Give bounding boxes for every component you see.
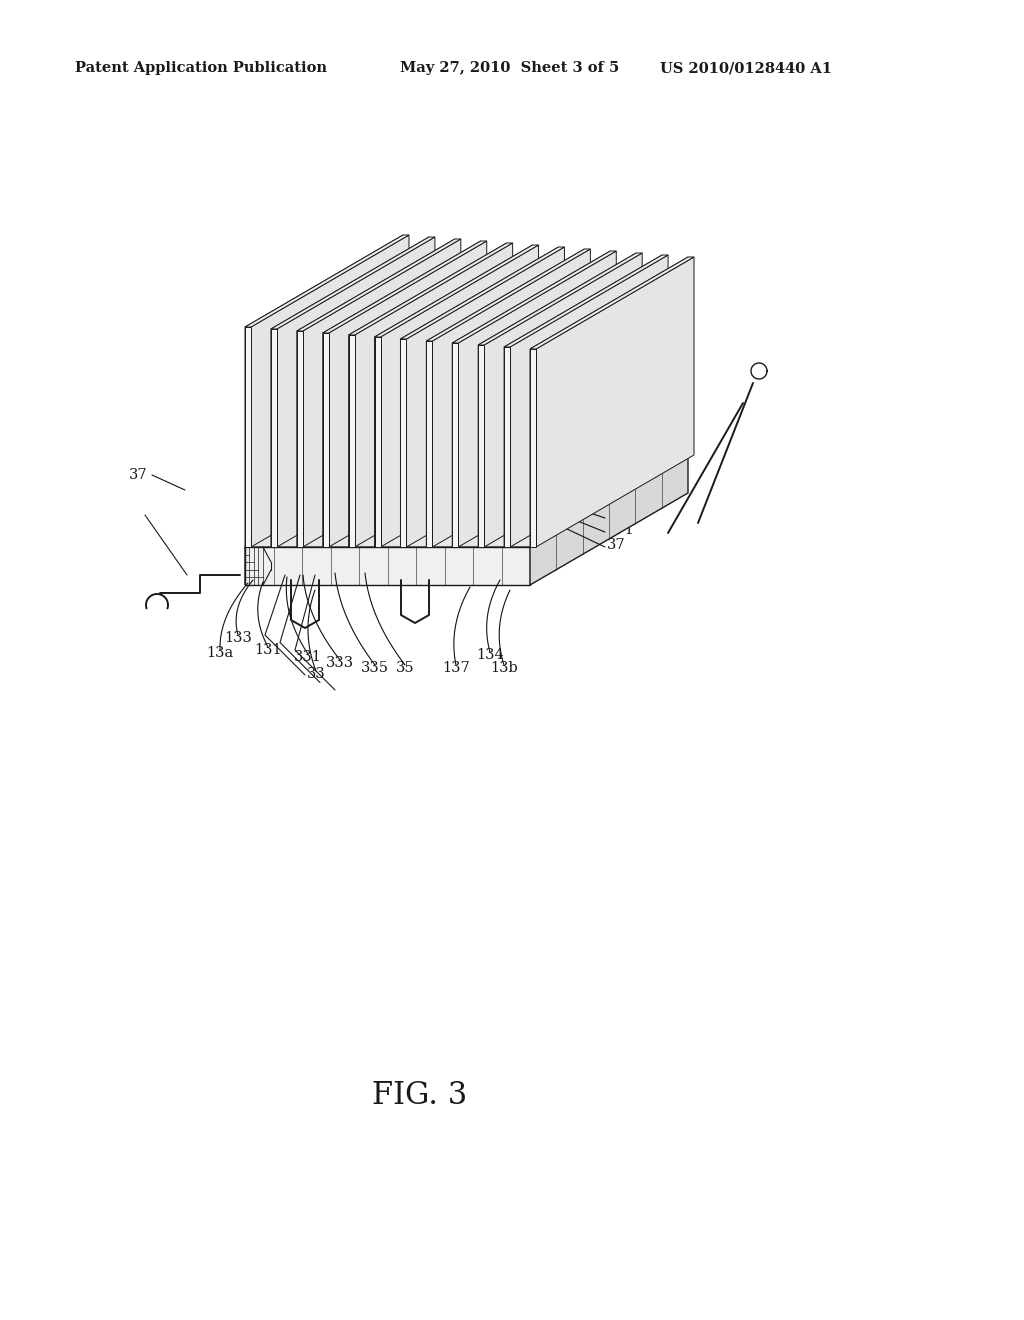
Polygon shape [354, 243, 513, 546]
Polygon shape [530, 348, 536, 546]
Polygon shape [504, 347, 510, 546]
Polygon shape [271, 238, 429, 546]
Polygon shape [348, 243, 513, 335]
Polygon shape [348, 243, 507, 546]
Polygon shape [510, 255, 668, 546]
Polygon shape [478, 253, 642, 345]
Polygon shape [530, 257, 694, 348]
Polygon shape [400, 339, 407, 546]
Text: May 27, 2010  Sheet 3 of 5: May 27, 2010 Sheet 3 of 5 [400, 61, 620, 75]
Polygon shape [375, 246, 532, 546]
Text: 37: 37 [129, 469, 148, 482]
Polygon shape [432, 249, 591, 546]
Polygon shape [323, 333, 329, 546]
Polygon shape [504, 255, 668, 347]
Polygon shape [297, 239, 455, 546]
Polygon shape [245, 327, 251, 546]
Text: 333: 333 [326, 656, 354, 671]
Text: 13c: 13c [595, 422, 622, 437]
Polygon shape [426, 341, 432, 546]
Polygon shape [453, 251, 616, 343]
Polygon shape [271, 329, 276, 546]
Text: 13b: 13b [490, 661, 518, 675]
Polygon shape [245, 455, 403, 585]
Polygon shape [303, 239, 461, 546]
Polygon shape [381, 246, 539, 546]
Text: 331: 331 [294, 649, 322, 664]
Text: 335: 335 [361, 661, 389, 675]
Polygon shape [426, 249, 591, 341]
Text: 9: 9 [607, 496, 616, 510]
Polygon shape [297, 331, 303, 546]
Text: 134: 134 [476, 648, 504, 663]
Polygon shape [530, 257, 688, 546]
Polygon shape [426, 249, 585, 546]
Text: 33: 33 [306, 667, 326, 681]
Text: 133: 133 [224, 631, 252, 645]
Polygon shape [297, 239, 461, 331]
Polygon shape [407, 247, 564, 546]
Polygon shape [536, 257, 694, 546]
Text: 373: 373 [607, 510, 635, 523]
Polygon shape [478, 345, 484, 546]
Text: 13a: 13a [207, 645, 233, 660]
Polygon shape [400, 247, 558, 546]
Polygon shape [245, 455, 688, 546]
Polygon shape [504, 255, 663, 546]
Polygon shape [329, 242, 486, 546]
Polygon shape [400, 247, 564, 339]
Text: US 2010/0128440 A1: US 2010/0128440 A1 [660, 61, 831, 75]
Polygon shape [245, 546, 530, 585]
Polygon shape [375, 246, 539, 337]
Polygon shape [348, 335, 354, 546]
Polygon shape [245, 235, 403, 546]
Polygon shape [453, 251, 610, 546]
Polygon shape [459, 251, 616, 546]
Polygon shape [484, 253, 642, 546]
Polygon shape [375, 337, 381, 546]
Polygon shape [478, 253, 636, 546]
Polygon shape [323, 242, 486, 333]
Text: 137: 137 [442, 661, 470, 675]
Polygon shape [251, 235, 409, 546]
Text: 37: 37 [607, 539, 626, 552]
Text: Patent Application Publication: Patent Application Publication [75, 61, 327, 75]
Text: FIG. 3: FIG. 3 [373, 1080, 468, 1110]
Text: 35: 35 [395, 661, 415, 675]
Polygon shape [271, 238, 435, 329]
Text: 131: 131 [254, 643, 282, 657]
Polygon shape [453, 343, 459, 546]
Polygon shape [245, 235, 409, 327]
Polygon shape [276, 238, 435, 546]
Polygon shape [530, 455, 688, 585]
Polygon shape [323, 242, 480, 546]
Text: 371: 371 [607, 523, 635, 537]
